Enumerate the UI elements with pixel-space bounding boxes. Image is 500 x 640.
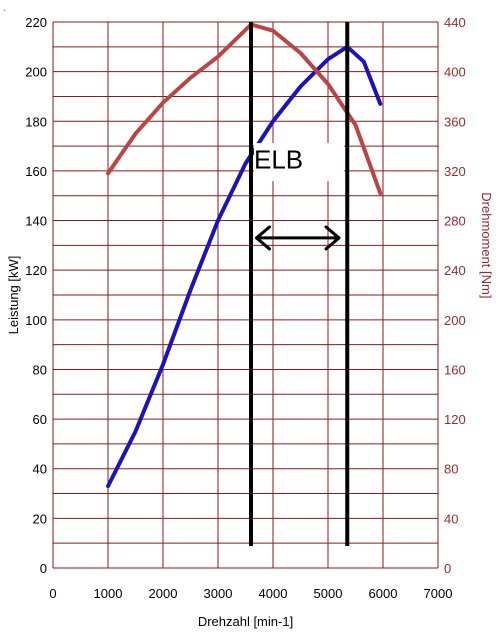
x-tick-label: 5000: [314, 586, 343, 601]
corner-mark: ·: [3, 6, 6, 17]
annotation-group: ELB: [254, 143, 345, 251]
x-axis-ticks: 0 1000 2000 3000 4000 5000 6000 7000: [49, 586, 452, 601]
x-axis-title: Drehzahl [min-1]: [198, 614, 293, 629]
y-tick-label: 40: [33, 462, 47, 477]
x-tick-label: 1000: [94, 586, 123, 601]
left-axis-title: Leistung [kW]: [6, 256, 21, 335]
y2-tick-label: 40: [444, 511, 458, 526]
y2-tick-label: 240: [444, 263, 466, 278]
y2-tick-label: 400: [444, 65, 466, 80]
y-tick-label: 160: [25, 164, 47, 179]
right-axis-ticks: 0 40 80 120 160 200 240 280 320 360 400 440: [444, 15, 466, 576]
elb-label: ELB: [254, 144, 303, 174]
y2-tick-label: 0: [444, 561, 451, 576]
y-tick-label: 80: [33, 362, 47, 377]
y2-tick-label: 320: [444, 164, 466, 179]
x-tick-label: 6000: [369, 586, 398, 601]
y2-tick-label: 280: [444, 214, 466, 229]
elb-label-background: [254, 143, 345, 182]
y2-tick-label: 360: [444, 114, 466, 129]
y2-tick-label: 160: [444, 362, 466, 377]
left-axis-ticks: 0 20 40 60 80 100 120 140 160 180 200 220: [25, 15, 47, 576]
y2-tick-label: 120: [444, 412, 466, 427]
y-tick-label: 220: [25, 15, 47, 30]
right-axis-title: Drehmoment [Nm]: [479, 192, 494, 298]
y2-tick-label: 440: [444, 15, 466, 30]
grid: [52, 21, 439, 569]
y-tick-label: 140: [25, 214, 47, 229]
y-tick-label: 180: [25, 114, 47, 129]
x-tick-label: 7000: [424, 586, 453, 601]
y2-tick-label: 80: [444, 462, 458, 477]
double-arrow: [255, 225, 341, 251]
x-tick-label: 2000: [149, 586, 178, 601]
y-tick-label: 0: [40, 561, 47, 576]
x-tick-label: 3000: [204, 586, 233, 601]
speed-range-lines: [249, 22, 350, 546]
y-tick-label: 120: [25, 263, 47, 278]
x-tick-label: 0: [49, 586, 56, 601]
x-tick-label: 4000: [259, 586, 288, 601]
y2-tick-label: 200: [444, 313, 466, 328]
y-tick-label: 200: [25, 65, 47, 80]
y-tick-label: 100: [25, 313, 47, 328]
y-tick-label: 20: [33, 511, 47, 526]
y-tick-label: 60: [33, 412, 47, 427]
power-line: [106, 44, 383, 489]
